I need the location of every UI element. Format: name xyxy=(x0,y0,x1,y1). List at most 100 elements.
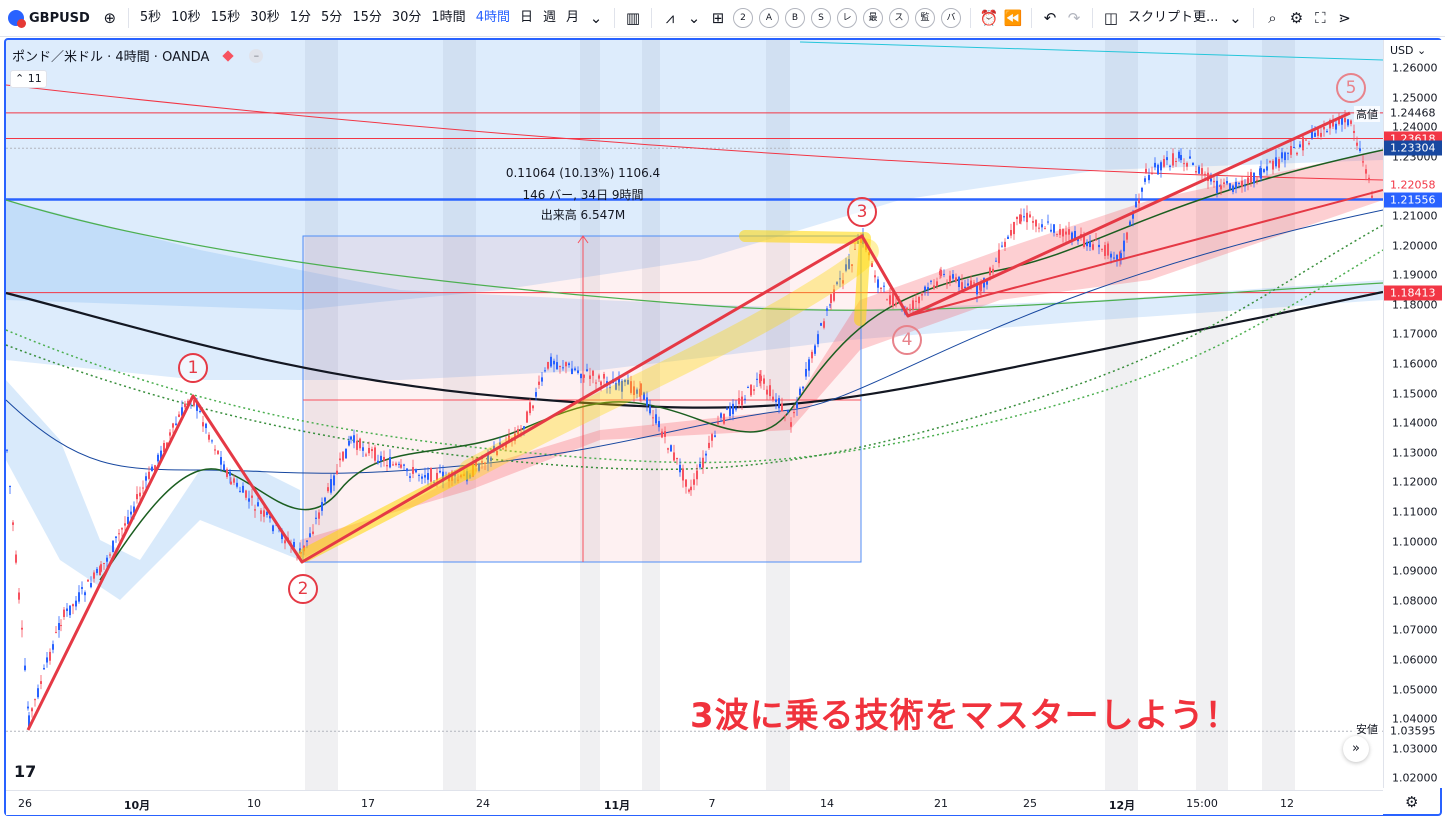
candle-body xyxy=(1296,152,1298,155)
interval-dropdown-icon[interactable]: ⌄ xyxy=(589,9,603,27)
flag-icon[interactable] xyxy=(222,49,235,62)
alert-icon[interactable]: ⏰ xyxy=(979,9,999,27)
currency-selector[interactable]: USD ⌄ xyxy=(1390,44,1427,57)
interval-8[interactable]: 1時間 xyxy=(431,10,466,25)
candle-body xyxy=(1362,161,1364,163)
candle-body xyxy=(181,407,183,416)
candle-body xyxy=(769,385,771,397)
price-tick: 1.05000 xyxy=(1392,683,1438,697)
candle-body xyxy=(915,300,917,302)
favorite-indicator-5[interactable]: 最 xyxy=(863,8,884,28)
ma-black xyxy=(5,290,1383,409)
candle-body xyxy=(1166,157,1168,161)
interval-11[interactable]: 週 xyxy=(542,10,556,25)
candle-body xyxy=(520,428,522,430)
interval-7[interactable]: 30分 xyxy=(391,10,422,25)
candle-body xyxy=(933,285,935,289)
candle-body xyxy=(1120,253,1122,259)
interval-10[interactable]: 日 xyxy=(519,10,533,25)
candle-body xyxy=(31,708,33,712)
time-tick: 25 xyxy=(1023,797,1037,810)
candle-body xyxy=(760,375,762,382)
search-icon[interactable]: ⌕ xyxy=(1268,9,1277,27)
candle-body xyxy=(1253,172,1255,184)
candle-body xyxy=(211,440,213,442)
candle-body xyxy=(618,377,620,386)
candle-body xyxy=(374,447,376,461)
collapse-legend-icon[interactable]: – xyxy=(249,48,264,63)
interval-0[interactable]: 5秒 xyxy=(139,10,162,25)
price-tick: 1.17000 xyxy=(1392,327,1438,341)
price-tick: 1.11000 xyxy=(1392,505,1438,519)
favorite-indicator-1[interactable]: A xyxy=(759,8,780,28)
interval-12[interactable]: 月 xyxy=(566,10,580,25)
chart-canvas[interactable] xyxy=(0,0,1383,790)
interval-9[interactable]: 4時間 xyxy=(475,10,510,25)
indicator-count-toggle[interactable]: ⌃ 11 xyxy=(10,70,47,88)
collapse-panel-icon[interactable]: ⋗ xyxy=(1338,9,1351,27)
time-axis[interactable]: 26 10月 10 17 24 11月 7 14 21 25 12月 15:00 12 xyxy=(6,790,1383,815)
candle-body xyxy=(148,471,150,479)
candle-body xyxy=(918,297,920,304)
candle-body xyxy=(523,426,525,430)
interval-6[interactable]: 15分 xyxy=(352,10,382,25)
script-dropdown-icon[interactable]: ⌄ xyxy=(1229,9,1242,27)
script-update-button[interactable]: スクリプト更... xyxy=(1128,10,1219,25)
indicators-dropdown-icon[interactable]: ⌄ xyxy=(687,9,701,27)
redo-icon[interactable]: ↷ xyxy=(1067,9,1081,27)
chart-settings-gear-icon[interactable]: ⚙ xyxy=(1405,793,1419,811)
candle-body xyxy=(1329,120,1331,129)
candle-body xyxy=(877,279,879,288)
candle-body xyxy=(424,475,426,478)
candle-body xyxy=(980,283,982,292)
favorite-indicator-3[interactable]: S xyxy=(811,8,832,28)
gear-icon[interactable]: ⚙ xyxy=(1289,9,1304,27)
layout-icon[interactable]: ◫ xyxy=(1103,9,1119,27)
candle-body xyxy=(909,308,911,312)
wave-label-4: 4 xyxy=(892,325,922,355)
interval-1[interactable]: 10秒 xyxy=(171,10,201,25)
replay-icon[interactable]: ⏪ xyxy=(1003,9,1023,27)
favorite-indicator-6[interactable]: ス xyxy=(889,8,910,28)
candle-body xyxy=(389,457,391,468)
templates-icon[interactable]: ⊞ xyxy=(711,9,725,27)
add-symbol-icon[interactable]: ⊕ xyxy=(103,9,117,27)
symbol-search[interactable]: GBPUSD xyxy=(0,10,98,28)
candle-body xyxy=(1256,179,1258,181)
candle-body xyxy=(1163,158,1165,167)
price-axis[interactable]: USD ⌄ 1.260001.250001.240001.230001.2200… xyxy=(1383,40,1442,788)
candle-body xyxy=(1116,254,1118,260)
toolbar-divider xyxy=(970,8,972,28)
candle-body xyxy=(880,287,882,289)
favorite-indicator-8[interactable]: バ xyxy=(941,8,962,28)
price-tick: 1.15000 xyxy=(1392,387,1438,401)
candle-body xyxy=(627,379,629,385)
candle-body xyxy=(487,454,489,464)
candle-body xyxy=(1371,195,1373,198)
indicators-icon[interactable]: ⩘ xyxy=(665,9,675,27)
favorite-indicator-7[interactable]: 監 xyxy=(915,8,936,28)
candle-body xyxy=(1350,120,1352,124)
undo-icon[interactable]: ↶ xyxy=(1043,9,1057,27)
tradingview-logo[interactable]: 17 xyxy=(14,762,37,781)
ma-blue-thin xyxy=(5,209,1383,474)
candle-body xyxy=(763,378,765,384)
candles-icon[interactable]: ▥ xyxy=(625,9,641,27)
candle-body xyxy=(1356,142,1358,146)
scroll-to-realtime-button[interactable]: » xyxy=(1343,736,1369,762)
candle-body xyxy=(502,448,504,450)
favorite-indicator-2[interactable]: B xyxy=(785,8,806,28)
promo-banner-text: 3波に乗る技術をマスターしよう！ xyxy=(690,696,1240,736)
interval-5[interactable]: 5分 xyxy=(321,10,343,25)
favorite-indicator-0[interactable]: 2 xyxy=(733,8,754,28)
candle-body xyxy=(871,263,873,267)
favorite-indicator-4[interactable]: レ xyxy=(837,8,858,28)
candle-body xyxy=(661,431,663,438)
interval-3[interactable]: 30秒 xyxy=(250,10,280,25)
candle-body xyxy=(1317,129,1319,136)
candle-body xyxy=(1183,163,1185,165)
interval-4[interactable]: 1分 xyxy=(289,10,312,25)
interval-2[interactable]: 15秒 xyxy=(210,10,241,25)
fullscreen-icon[interactable]: ⛶ xyxy=(1315,9,1326,27)
candle-body xyxy=(1026,212,1028,223)
